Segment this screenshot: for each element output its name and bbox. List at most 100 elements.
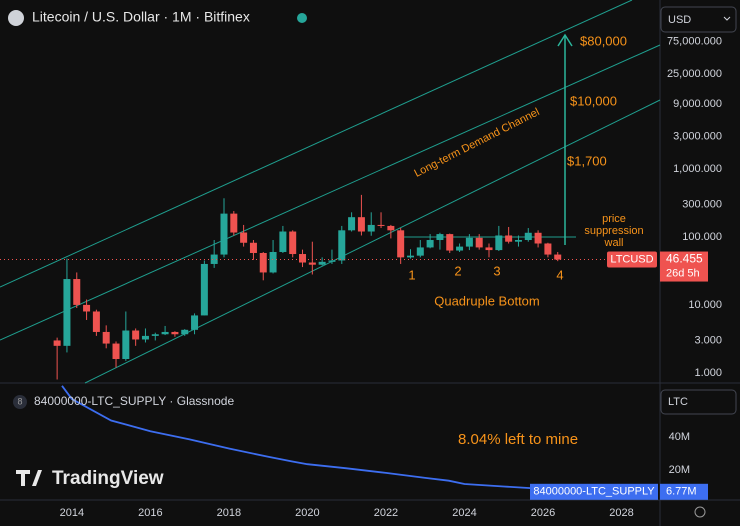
candle-body xyxy=(534,232,542,244)
supply-annotation: 8.04% left to mine xyxy=(458,431,578,448)
y-tick-label: 3,000.000 xyxy=(673,130,722,142)
series-name: 84000000-LTC_SUPPLY xyxy=(533,486,655,498)
candle-body xyxy=(141,335,149,340)
y-tick-label: 75,000.000 xyxy=(667,35,722,47)
candle-body xyxy=(63,279,71,346)
y-tick-label: 1,000.000 xyxy=(673,163,722,175)
candle-body xyxy=(200,263,208,316)
candle-body xyxy=(249,242,257,253)
channel-middle xyxy=(0,44,661,341)
candle-body xyxy=(181,329,189,335)
target-label: $1,700 xyxy=(567,153,607,168)
x-tick-label: 2028 xyxy=(609,507,633,519)
x-tick-label: 2026 xyxy=(531,507,555,519)
y-tick-label: 9,000.000 xyxy=(673,98,722,110)
candle-body xyxy=(112,343,120,360)
dropdown-icon xyxy=(723,16,731,21)
candle-body xyxy=(475,237,483,248)
candle-body xyxy=(465,237,473,247)
pane-index: 8 xyxy=(17,396,22,406)
candle-body xyxy=(102,331,110,344)
candle-body xyxy=(416,247,424,256)
candle-body xyxy=(524,232,532,241)
candle-body xyxy=(387,225,395,231)
candle-body xyxy=(406,255,414,258)
bottom-label: 2 xyxy=(454,263,461,278)
symbol-tag xyxy=(607,251,657,268)
currency: USD xyxy=(668,14,691,26)
x-tick-label: 2018 xyxy=(217,507,241,519)
y-tick-label: 100.000 xyxy=(682,231,722,243)
y-tick-label: 25,000.000 xyxy=(667,68,722,80)
settings-icon[interactable] xyxy=(694,506,706,518)
x-tick-label: 2016 xyxy=(138,507,162,519)
wall-label: wall xyxy=(604,237,624,249)
x-tick-label: 2024 xyxy=(452,507,476,519)
candle-body xyxy=(279,231,287,252)
x-tick-label: 2022 xyxy=(374,507,398,519)
candle-body xyxy=(377,224,385,226)
candle-body xyxy=(397,230,405,258)
last-price-tag xyxy=(660,251,708,282)
candle-body xyxy=(328,260,336,262)
bottom-label: 3 xyxy=(493,263,500,278)
candle-body xyxy=(308,262,316,265)
candle-body xyxy=(92,311,100,332)
y-tick-label: 40M xyxy=(669,431,690,443)
last-price: 46.455 xyxy=(666,252,703,266)
symbol: LTCUSD xyxy=(610,253,653,265)
pane-badge xyxy=(13,395,27,409)
candle-body xyxy=(485,247,493,251)
x-tick-label: 2020 xyxy=(295,507,319,519)
channel-bottom xyxy=(84,99,661,384)
candle-body xyxy=(161,331,169,335)
last-value: 6.77M xyxy=(666,486,697,498)
pattern-label: Quadruple Bottom xyxy=(434,293,540,308)
candle-body xyxy=(240,232,248,243)
candle-body xyxy=(230,213,238,233)
price-tag: LTCUSD 46.455 26d 5h xyxy=(607,251,708,282)
candle-body xyxy=(554,254,562,260)
candle-body xyxy=(436,234,444,241)
status-dot xyxy=(297,13,307,23)
symbol-icon xyxy=(8,10,24,26)
y-tick-label: 1.000 xyxy=(694,367,722,379)
candle-body xyxy=(53,340,61,346)
candle-body xyxy=(446,234,454,251)
candle-body xyxy=(73,279,81,305)
candle-body xyxy=(269,251,277,273)
series-tag xyxy=(530,483,658,500)
candle-body xyxy=(357,217,365,232)
candle-body xyxy=(132,330,140,340)
wall-label: suppression xyxy=(584,225,643,237)
watermark: TradingView xyxy=(52,468,164,489)
unit-select[interactable] xyxy=(660,389,737,415)
candle-body xyxy=(495,235,503,251)
candle-body xyxy=(299,254,307,263)
pane-title: 84000000-LTC_SUPPLY · Glassnode xyxy=(34,394,234,408)
candle-body xyxy=(338,230,346,261)
candle-body xyxy=(171,331,179,335)
candle-body xyxy=(505,235,513,242)
candle-body xyxy=(426,240,434,248)
candle-body xyxy=(456,246,464,251)
candle-body xyxy=(259,252,267,273)
channel-top xyxy=(0,0,633,288)
y-tick-label: 20M xyxy=(669,464,690,476)
bottom-label: 4 xyxy=(556,267,563,282)
y-tick-label: 3.000 xyxy=(694,334,722,346)
target-label: $80,000 xyxy=(580,33,627,48)
y-tick-label: 10.000 xyxy=(688,299,722,311)
candle-body xyxy=(191,315,199,330)
candle-body xyxy=(83,304,91,312)
chart-title: Litecoin / U.S. Dollar · 1M · Bitfinex xyxy=(32,9,250,25)
candle-body xyxy=(122,330,130,360)
currency-select[interactable] xyxy=(660,6,737,33)
wall-label: price xyxy=(602,213,626,225)
arrow-head xyxy=(557,33,573,47)
y-tick-label: 300.000 xyxy=(682,198,722,210)
x-tick-label: 2014 xyxy=(60,507,84,519)
last-value-tag xyxy=(660,483,708,500)
candle-body xyxy=(367,224,375,232)
